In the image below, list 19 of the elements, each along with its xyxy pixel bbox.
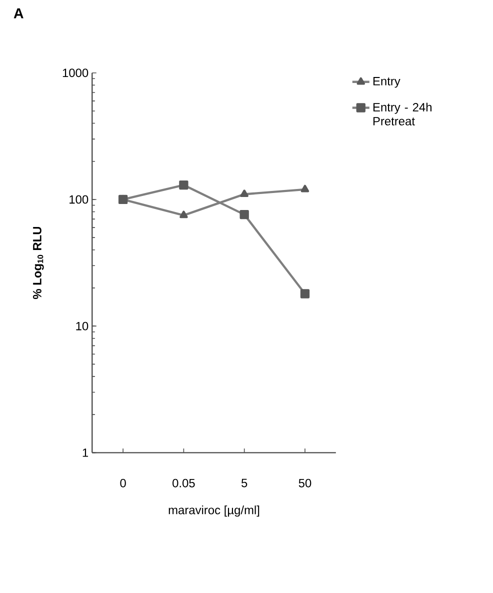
point [240, 210, 249, 220]
y-tick-label: 1000 [62, 68, 88, 78]
y-axis-title: % Log$_{10}$ RLU [32, 226, 44, 300]
legend-label: Entry - 24h Pretreat [373, 102, 432, 126]
point [300, 184, 310, 192]
chart-title: A [14, 8, 24, 18]
point [180, 210, 188, 218]
y-tick-label: 100 [70, 195, 88, 204]
point [300, 289, 310, 298]
x-axis-title: maraviroc [µg/ml] [168, 506, 260, 517]
y-tick-label: 10 [76, 322, 88, 330]
point [240, 190, 248, 198]
x-tick-label: 5 [241, 478, 248, 488]
y-tick-label: 1 [82, 448, 88, 457]
x-tick-label: 0.05 [172, 478, 195, 488]
x-tick-label: 50 [298, 478, 312, 488]
point [179, 180, 188, 190]
x-tick-label: 0 [120, 478, 126, 488]
legend-label: Entry [373, 77, 400, 88]
